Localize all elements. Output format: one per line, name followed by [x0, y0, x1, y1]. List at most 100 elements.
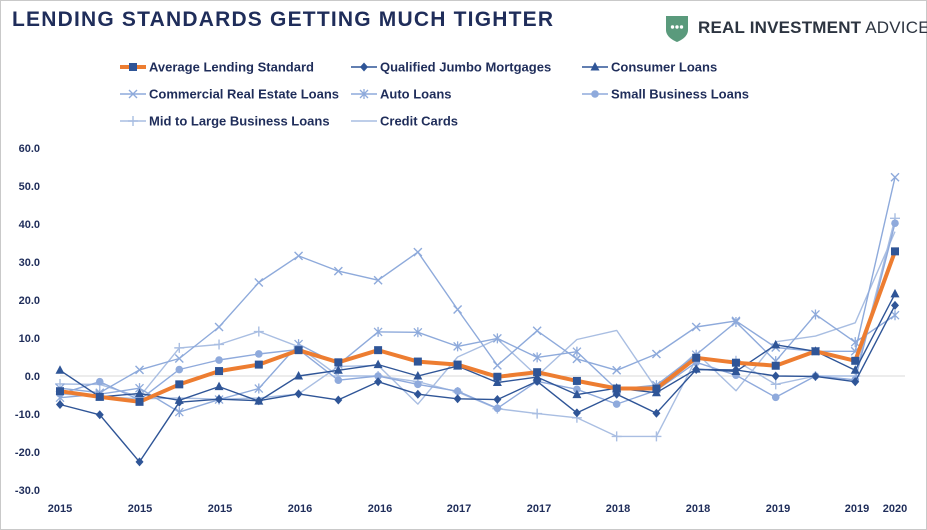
- data-point: [374, 372, 382, 380]
- data-point: [891, 219, 899, 228]
- data-point: [493, 372, 502, 381]
- data-point: [253, 326, 264, 337]
- data-point: [294, 389, 303, 399]
- y-tick-label: -30.0: [15, 485, 40, 497]
- x-axis: 2015 2015 2015 2016 2016 2017 2017 2018 2018 2019…: [48, 503, 907, 515]
- data-point: [533, 368, 542, 377]
- x-tick-label: 2015: [48, 503, 72, 515]
- data-point: [294, 251, 304, 261]
- data-point: [135, 388, 145, 397]
- legend-label: Consumer Loans: [611, 60, 717, 75]
- data-point: [532, 372, 542, 381]
- chart-title: LENDING STANDARDS GETTING MUCH TIGHTER: [12, 8, 555, 31]
- data-point: [492, 377, 502, 386]
- data-point: [692, 365, 701, 375]
- data-point: [453, 387, 462, 396]
- data-point: [373, 326, 383, 337]
- series-1: [56, 300, 899, 467]
- y-tick-label: 50.0: [19, 181, 40, 193]
- series-line: [59, 250, 897, 404]
- data-point: [95, 377, 104, 386]
- data-point: [374, 377, 383, 387]
- data-point: [851, 356, 860, 365]
- brand-logo: REAL INVESTMENT ADVICE: [664, 13, 927, 43]
- data-point: [651, 431, 662, 442]
- x-tick-label: 2017: [527, 503, 551, 515]
- legend-label: Credit Cards: [380, 114, 458, 129]
- shield-logo-icon: [666, 16, 688, 42]
- series-line: [59, 177, 896, 394]
- data-point: [373, 359, 383, 369]
- data-point: [771, 339, 781, 349]
- data-point: [612, 400, 621, 408]
- data-point: [453, 305, 463, 314]
- data-point: [414, 380, 422, 389]
- x-tick-label: 2015: [128, 503, 152, 515]
- data-point: [413, 247, 423, 257]
- data-point: [492, 360, 502, 370]
- data-point: [573, 385, 581, 394]
- data-point: [254, 383, 264, 394]
- data-point: [572, 346, 582, 357]
- data-point: [731, 365, 740, 375]
- data-point: [95, 410, 104, 420]
- legend-label: Mid to Large Business Loans: [149, 114, 330, 129]
- data-point: [129, 63, 137, 71]
- data-point: [811, 371, 820, 381]
- data-point: [611, 431, 622, 442]
- legend-item: Credit Cards: [351, 114, 458, 129]
- y-tick-label: 60.0: [19, 143, 40, 155]
- y-tick-label: 0.0: [25, 371, 40, 383]
- data-point: [891, 300, 899, 310]
- legend-item: Small Business Loans: [582, 87, 749, 102]
- x-tick-label: 2018: [686, 503, 710, 515]
- legend-item: Commercial Real Estate Loans: [120, 87, 339, 102]
- data-point: [532, 352, 542, 363]
- legend-item: Mid to Large Business Loans: [120, 114, 330, 129]
- data-point: [493, 395, 502, 405]
- y-tick-label: -10.0: [15, 409, 40, 421]
- y-tick-label: 10.0: [19, 333, 40, 345]
- data-point: [413, 357, 422, 366]
- data-point: [174, 342, 185, 353]
- data-point: [731, 358, 740, 367]
- brand-name-light: ADVICE: [861, 18, 927, 37]
- data-point: [770, 379, 781, 390]
- data-point: [691, 322, 701, 332]
- plot-area: [55, 172, 905, 467]
- data-point: [612, 384, 621, 393]
- data-point: [731, 317, 741, 328]
- data-point: [413, 327, 423, 338]
- data-point: [95, 392, 104, 401]
- data-point: [360, 62, 368, 72]
- data-point: [890, 310, 900, 321]
- data-point: [850, 365, 860, 374]
- data-point: [890, 288, 900, 298]
- x-tick-label: 2016: [368, 503, 392, 515]
- legend-label: Auto Loans: [380, 87, 452, 102]
- data-point: [572, 389, 582, 399]
- series-line: [59, 231, 896, 405]
- data-point: [590, 62, 600, 71]
- data-point: [651, 349, 661, 359]
- data-point: [214, 381, 224, 391]
- legend-item: Average Lending Standard: [120, 60, 314, 75]
- data-point: [56, 400, 64, 409]
- data-point: [334, 395, 343, 405]
- data-point: [453, 394, 462, 404]
- data-point: [572, 376, 581, 385]
- data-point: [135, 397, 144, 406]
- data-point: [174, 354, 184, 364]
- brand-name: REAL INVESTMENT ADVICE: [698, 18, 927, 38]
- data-point: [811, 347, 820, 356]
- data-point: [572, 354, 582, 364]
- data-point: [493, 404, 502, 413]
- data-point: [731, 316, 741, 326]
- data-point: [55, 365, 65, 374]
- data-point: [215, 356, 223, 364]
- data-point: [652, 384, 661, 393]
- data-point: [215, 367, 224, 376]
- data-point: [254, 278, 264, 288]
- x-tick-label: 2019: [766, 503, 790, 515]
- data-point: [891, 247, 899, 256]
